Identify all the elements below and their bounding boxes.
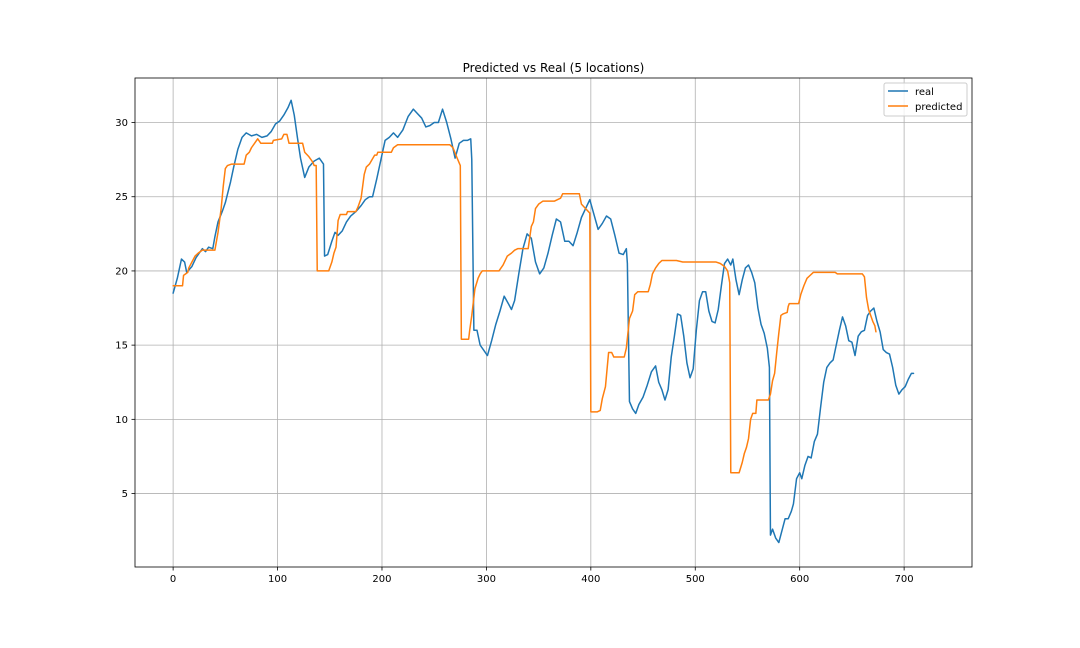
x-tick-label: 0	[170, 574, 176, 585]
legend-label-real: real	[915, 87, 934, 98]
x-tick-label: 300	[477, 574, 496, 585]
x-tick-label: 500	[686, 574, 705, 585]
y-tick-label: 25	[115, 192, 128, 203]
x-tick-label: 700	[895, 574, 914, 585]
x-tick-label: 100	[268, 574, 287, 585]
y-tick-label: 20	[115, 266, 128, 277]
y-tick-label: 5	[122, 489, 128, 500]
x-tick-label: 400	[581, 574, 600, 585]
x-tick-label: 200	[372, 574, 391, 585]
legend-label-predicted: predicted	[915, 102, 962, 113]
legend: real predicted	[884, 83, 967, 116]
chart-title: Predicted vs Real (5 locations)	[463, 61, 645, 75]
y-tick-label: 15	[115, 341, 128, 352]
y-tick-label: 10	[115, 415, 128, 426]
y-tick-label: 30	[115, 118, 128, 129]
x-tick-label: 600	[790, 574, 809, 585]
